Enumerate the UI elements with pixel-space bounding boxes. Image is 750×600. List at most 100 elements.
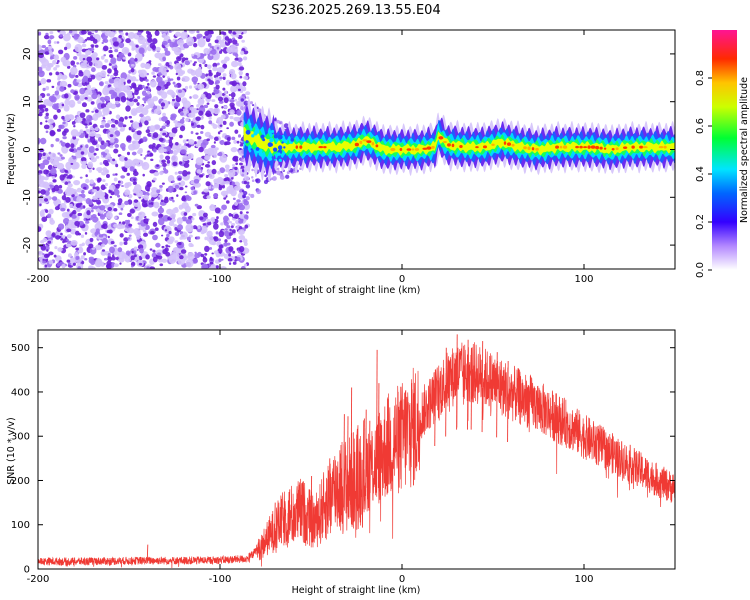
noise-speckle xyxy=(79,176,83,179)
noise-speckle xyxy=(117,81,125,88)
noise-speckle xyxy=(118,52,125,59)
noise-speckle xyxy=(243,175,250,182)
onset-speckle xyxy=(251,134,255,138)
noise-speckle xyxy=(115,163,119,168)
noise-speckle xyxy=(106,140,110,143)
noise-speckle xyxy=(193,141,197,145)
spectrogram-y-label: Frequency (Hz) xyxy=(6,113,17,185)
noise-speckle xyxy=(147,150,150,153)
snr-spike xyxy=(445,347,447,437)
noise-speckle xyxy=(145,254,150,260)
noise-speckle xyxy=(84,258,88,261)
noise-speckle xyxy=(117,180,121,184)
colorbar-label: Normalized spectral amplitude xyxy=(739,77,750,223)
noise-speckle xyxy=(103,257,108,261)
noise-speckle xyxy=(173,102,180,108)
noise-speckle xyxy=(174,47,182,56)
noise-speckle xyxy=(145,129,151,134)
transition-speckle xyxy=(251,103,255,107)
snr-spike xyxy=(363,418,365,497)
noise-speckle xyxy=(203,104,209,109)
noise-speckle xyxy=(151,211,159,217)
noise-speckle xyxy=(190,130,194,135)
noise-speckle xyxy=(174,206,179,211)
tone-peak xyxy=(431,145,435,149)
onset-speckle xyxy=(291,159,294,162)
noise-speckle xyxy=(147,90,151,95)
noise-speckle xyxy=(59,140,63,143)
onset-speckle xyxy=(277,152,281,156)
noise-speckle xyxy=(114,96,121,103)
noise-speckle xyxy=(64,236,68,239)
noise-speckle xyxy=(85,125,88,129)
noise-speckle xyxy=(226,127,229,130)
noise-speckle xyxy=(125,105,131,112)
noise-speckle xyxy=(49,129,56,137)
noise-speckle xyxy=(230,147,238,153)
snr-y-label: SNR (10 * v/v) xyxy=(6,417,17,485)
transition-speckle xyxy=(241,189,245,193)
noise-speckle xyxy=(241,39,245,43)
y-tick-label: 0 xyxy=(22,146,33,152)
transition-speckle xyxy=(280,172,284,176)
noise-speckle xyxy=(166,233,170,238)
noise-speckle xyxy=(165,145,171,152)
noise-speckle xyxy=(161,258,168,263)
noise-speckle xyxy=(39,162,45,170)
onset-speckle xyxy=(281,141,284,144)
noise-speckle xyxy=(137,69,143,74)
noise-speckle xyxy=(202,223,206,226)
noise-speckle xyxy=(80,151,85,155)
transition-speckle xyxy=(264,174,267,178)
noise-speckle xyxy=(133,178,137,182)
noise-speckle xyxy=(61,103,65,107)
noise-speckle xyxy=(124,219,129,225)
noise-speckle xyxy=(85,174,88,178)
noise-speckle xyxy=(228,262,232,265)
noise-speckle xyxy=(185,223,194,233)
noise-speckle xyxy=(153,201,160,209)
noise-speckle xyxy=(156,255,163,260)
noise-speckle xyxy=(185,194,190,199)
noise-speckle xyxy=(48,50,53,54)
noise-speckle xyxy=(185,258,194,268)
noise-speckle xyxy=(93,205,98,210)
noise-speckle xyxy=(162,248,168,255)
noise-speckle xyxy=(188,85,193,89)
noise-speckle xyxy=(38,226,42,232)
tone-peak xyxy=(399,147,403,152)
noise-speckle xyxy=(211,218,215,223)
noise-speckle xyxy=(224,173,229,178)
noise-speckle xyxy=(235,53,239,58)
noise-speckle xyxy=(186,36,195,47)
noise-speckle xyxy=(188,30,195,33)
noise-speckle xyxy=(76,208,81,213)
noise-speckle xyxy=(222,64,227,68)
noise-speckle xyxy=(209,261,214,265)
noise-speckle xyxy=(98,177,102,182)
noise-speckle xyxy=(119,233,124,238)
noise-speckle xyxy=(119,155,126,161)
noise-speckle xyxy=(136,189,143,198)
noise-speckle xyxy=(51,188,56,193)
noise-speckle xyxy=(231,163,236,167)
colorbar-tick-label: 0.6 xyxy=(695,118,706,134)
transition-speckle xyxy=(299,167,302,171)
tone-peak xyxy=(611,148,615,151)
noise-speckle xyxy=(216,216,219,220)
tone-peak xyxy=(475,146,479,149)
noise-speckle xyxy=(191,217,195,221)
noise-speckle xyxy=(108,54,114,58)
noise-speckle xyxy=(196,169,202,174)
noise-speckle xyxy=(161,245,165,249)
noise-speckle xyxy=(139,247,144,254)
noise-speckle xyxy=(209,258,214,261)
noise-speckle xyxy=(234,129,239,134)
noise-speckle xyxy=(197,135,202,140)
noise-speckle xyxy=(244,224,249,229)
noise-speckle xyxy=(211,168,217,175)
noise-speckle xyxy=(91,52,98,58)
noise-speckle xyxy=(88,266,96,269)
noise-speckle xyxy=(190,244,194,247)
noise-speckle xyxy=(48,63,54,68)
